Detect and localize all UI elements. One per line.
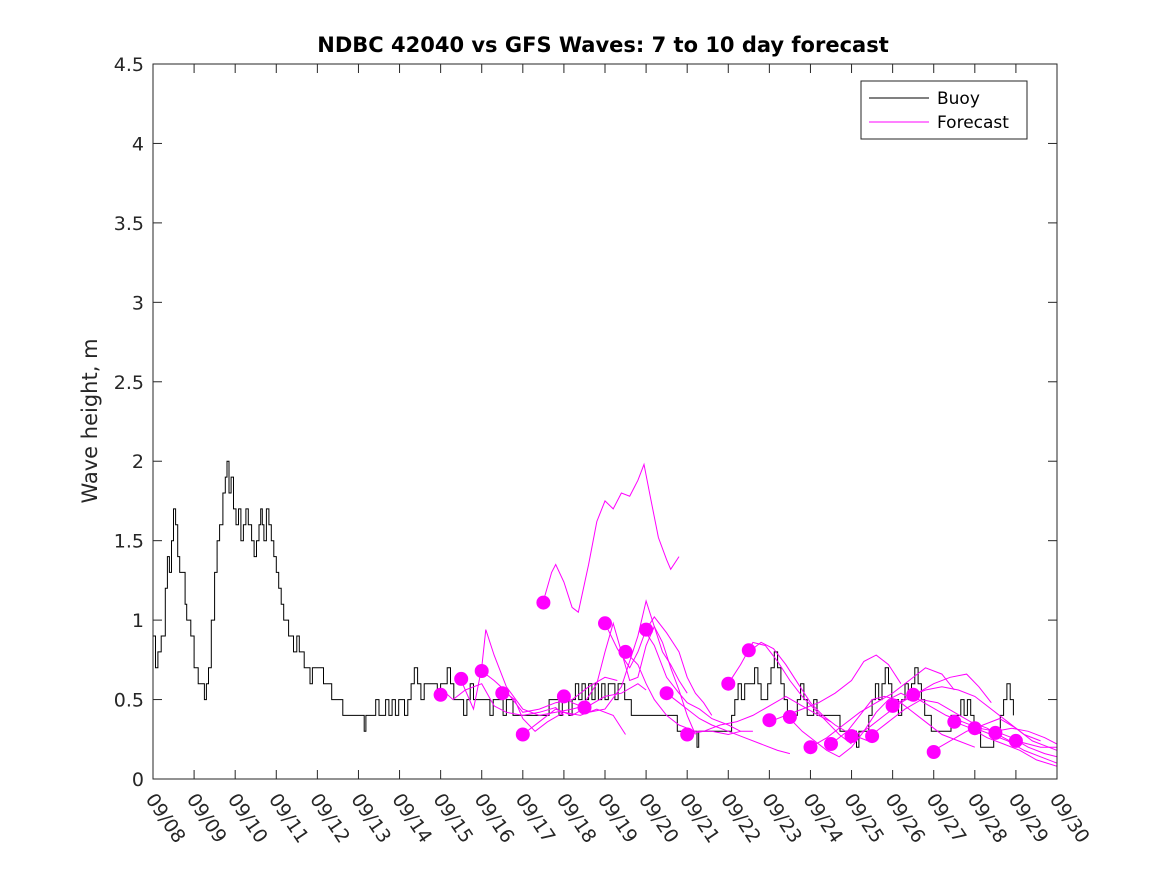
legend-box	[860, 80, 1028, 140]
y-tick-label: 2.5	[114, 372, 144, 394]
forecast-line-4	[501, 689, 626, 735]
forecast-marker-9	[598, 616, 612, 631]
legend-label-buoy: Buoy	[937, 89, 980, 109]
forecast-marker-7	[556, 689, 571, 704]
y-tick-label: 3	[132, 292, 144, 314]
forecast-marker-20	[844, 729, 859, 744]
forecast-marker-25	[947, 714, 962, 729]
forecast-line-6	[542, 462, 680, 614]
forecast-marker-1	[433, 687, 448, 702]
forecast-marker-21	[865, 729, 880, 744]
forecast-line-11	[645, 632, 753, 732]
forecast-marker-22	[885, 698, 900, 713]
forecast-line-9	[604, 616, 713, 716]
legend: Buoy Forecast	[860, 80, 1028, 140]
forecast-marker-28	[1008, 733, 1023, 748]
forecast-line-19	[830, 695, 975, 748]
forecast-marker-4	[495, 686, 510, 701]
y-axis-ticks: 0 0.5 1 1.5 2 2.5 3 3.5 4 4.5	[114, 54, 1057, 791]
forecast-marker-13	[680, 727, 695, 742]
forecast-marker-6	[536, 595, 551, 610]
y-tick-label: 4	[132, 133, 144, 155]
forecast-line-27	[995, 730, 1057, 758]
forecast-marker-19	[824, 737, 838, 751]
forecast-marker-26	[967, 721, 982, 736]
forecast-marker-18	[803, 740, 818, 755]
y-axis-title: Wave height, m	[78, 338, 102, 503]
forecast-marker-5	[515, 727, 530, 742]
forecast-line-17	[789, 692, 914, 758]
forecast-marker-17	[782, 710, 797, 724]
forecast-marker-23	[906, 687, 921, 702]
forecast-line-12	[666, 692, 791, 755]
forecast-line-13	[687, 695, 832, 735]
forecast-marker-16	[762, 713, 777, 728]
y-tick-label: 3.5	[114, 213, 144, 235]
forecast-marker-15	[741, 643, 756, 658]
plot-frame	[152, 63, 1058, 780]
legend-label-forecast: Forecast	[937, 113, 1009, 133]
y-tick-label: 0	[132, 769, 144, 791]
y-tick-label: 1	[132, 610, 144, 632]
forecast-line-1	[440, 683, 565, 716]
forecast-marker-12	[659, 686, 674, 701]
forecast-line-24	[933, 718, 1057, 751]
forecast-marker-11	[639, 622, 654, 637]
forecast-marker-3	[474, 664, 489, 678]
y-tick-label: 4.5	[114, 54, 144, 76]
y-tick-label: 0.5	[114, 690, 144, 712]
forecast-marker-27	[988, 725, 1003, 740]
plot-area	[153, 460, 1057, 767]
forecast-line-8	[584, 621, 696, 735]
y-tick-label: 2	[132, 451, 144, 473]
forecast-line-23	[912, 695, 1057, 745]
forecast-marker-8	[577, 700, 592, 715]
y-tick-label: 1.5	[114, 531, 144, 553]
forecast-marker-14	[721, 676, 736, 691]
forecast-series	[433, 462, 1057, 767]
forecast-marker-2	[454, 671, 469, 686]
forecast-line-20	[851, 673, 992, 739]
forecast-line-15	[748, 641, 869, 742]
forecast-line-18	[810, 667, 955, 748]
forecast-marker-10	[618, 644, 633, 659]
forecast-marker-24	[926, 745, 941, 759]
forecast-line-10	[625, 651, 741, 736]
chart-title: NDBC 42040 vs GFS Waves: 7 to 10 day for…	[317, 33, 888, 57]
